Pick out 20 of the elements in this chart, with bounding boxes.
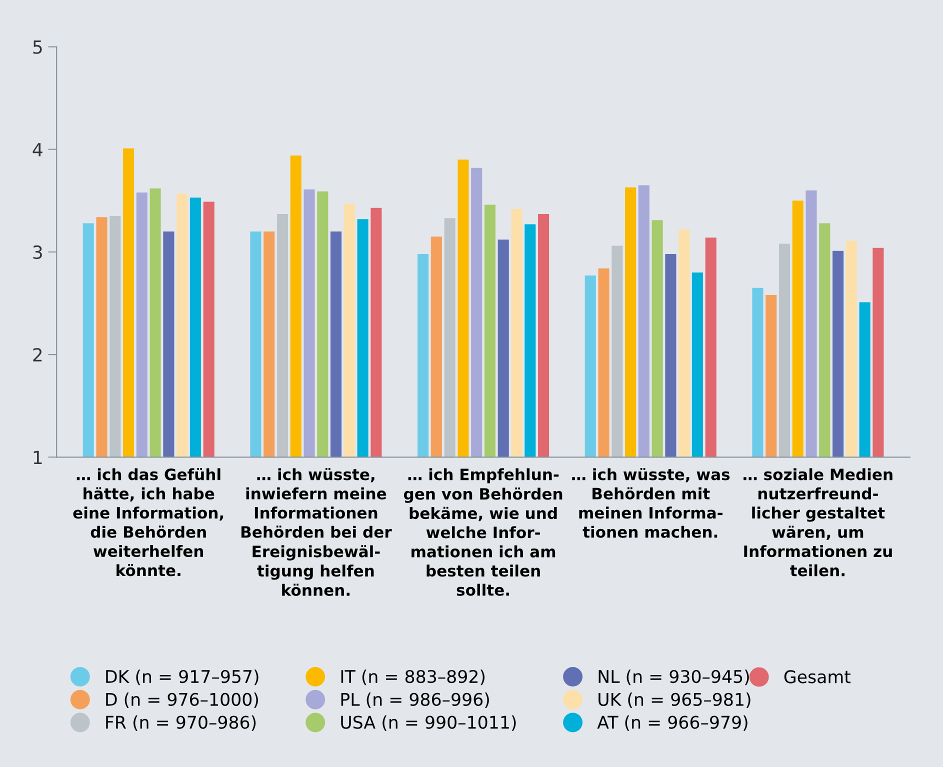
- legend-label: USA (n = 990–1011): [341, 715, 516, 731]
- x-tick-label: … ich wüsste, was Behörden mit meinen Informa- tionen machen.: [572, 468, 730, 538]
- x-tick-label: … ich das Gefühl hätte, ich habe eine Information, die Behörden weiterhelfen könnte.: [73, 468, 224, 576]
- legend-label: UK (n = 965–981): [598, 692, 750, 708]
- legend-label: NL (n = 930–945): [598, 670, 749, 686]
- x-tick-label: … ich Empfehlun- gen von Behörden bekäme, wie und welche Infor- mationen ich am besten teilen sollte.: [404, 468, 562, 596]
- legend-label: Gesamt: [784, 670, 851, 684]
- legend-label: DK (n = 917–957): [106, 670, 258, 686]
- y-tick-label: 1: [34, 450, 42, 464]
- y-tick-label: 5: [33, 40, 42, 54]
- y-tick-label: 3: [33, 245, 42, 260]
- legend-label: PL (n = 986–996): [341, 692, 489, 708]
- y-tick-label: 4: [32, 143, 42, 156]
- x-tick-label: … soziale Medien nutzerfreund- licher gestaltet wären, um Informationen zu teilen.: [744, 468, 892, 576]
- x-tick-label: … ich wüsste, inwiefern meine Informationen Behörden bei der Ereignisbewäl- tigung helfen können.: [241, 468, 392, 596]
- legend-label: D (n = 976–1000): [106, 692, 258, 708]
- legend-label: IT (n = 883–892): [341, 670, 485, 686]
- y-tick-label: 2: [33, 348, 42, 362]
- legend-label: FR (n = 970–986): [106, 715, 256, 731]
- legend-label: AT (n = 966–979): [597, 715, 748, 731]
